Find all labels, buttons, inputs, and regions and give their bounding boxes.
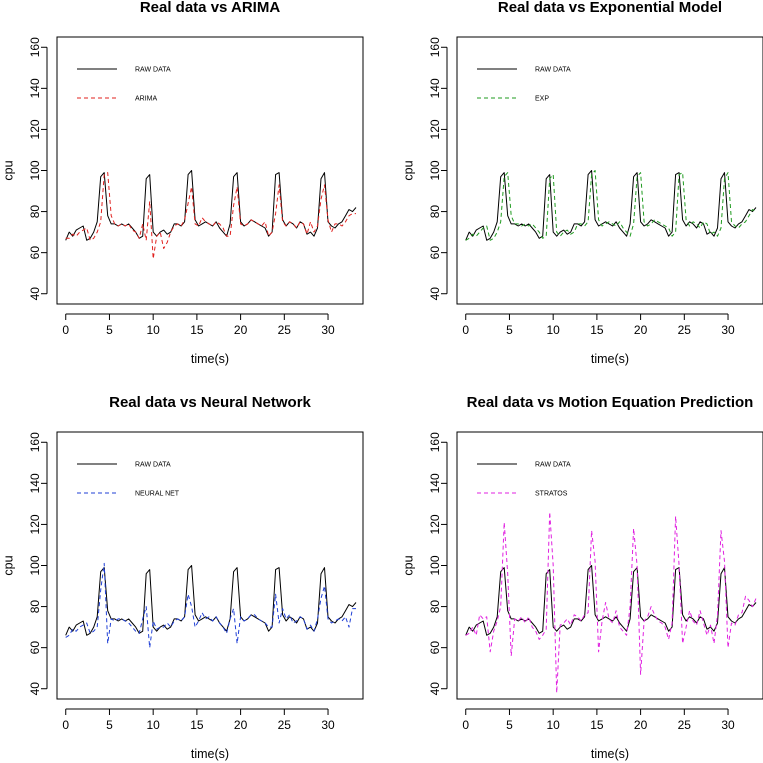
legend-label: EXP: [535, 96, 549, 103]
x-axis-label: time(s): [191, 747, 229, 761]
legend-label: RAW DATA: [535, 67, 571, 74]
x-tick-label: 20: [234, 323, 248, 337]
y-tick-label: 40: [28, 287, 42, 301]
series-line-raw-data: [65, 170, 357, 241]
y-axis-label: cpu: [401, 160, 415, 180]
x-tick-label: 5: [506, 718, 513, 732]
y-tick-label: 100: [28, 160, 42, 180]
x-tick-label: 15: [590, 323, 604, 337]
x-tick-label: 15: [190, 718, 204, 732]
legend-label: RAW DATA: [135, 67, 171, 74]
x-tick-label: 10: [546, 718, 560, 732]
y-tick-label: 140: [428, 473, 442, 493]
y-tick-label: 100: [428, 555, 442, 575]
x-tick-label: 20: [634, 323, 648, 337]
plot-frame: [456, 431, 763, 700]
x-tick-label: 0: [462, 718, 469, 732]
x-tick-label: 25: [278, 718, 292, 732]
y-tick-label: 40: [28, 682, 42, 696]
x-axis-label: time(s): [191, 352, 229, 366]
series-line-model: [65, 562, 356, 649]
y-tick-label: 60: [428, 246, 442, 260]
x-tick-label: 15: [190, 323, 204, 337]
series-line-raw-data: [465, 565, 757, 636]
chart-title: Real data vs ARIMA: [140, 0, 280, 16]
y-tick-label: 40: [428, 287, 442, 301]
y-tick-label: 160: [428, 432, 442, 452]
chart-title: Real data vs Neural Network: [109, 394, 311, 411]
y-tick-label: 80: [428, 205, 442, 219]
legend-label: NEURAL NET: [135, 491, 180, 498]
chart-panel-3: Real data vs Neural Network 0 5 10 15 20 25 30 t…: [1, 394, 364, 761]
series-line-model: [465, 170, 757, 241]
x-tick-label: 25: [278, 323, 292, 337]
chart-panel-2: Real data vs Exponential Model 0 5 10 15 20 25…: [401, 0, 763, 366]
plot-frame: [456, 36, 763, 305]
y-tick-label: 100: [428, 160, 442, 180]
series-line-raw-data: [465, 170, 757, 241]
y-tick-label: 100: [28, 555, 42, 575]
y-tick-label: 60: [428, 641, 442, 655]
y-tick-label: 140: [28, 473, 42, 493]
x-tick-label: 25: [678, 718, 692, 732]
x-tick-label: 5: [506, 323, 513, 337]
x-tick-label: 0: [62, 718, 69, 732]
x-tick-label: 0: [62, 323, 69, 337]
x-tick-label: 5: [106, 323, 113, 337]
chart-title: Real data vs Motion Equation Prediction: [467, 394, 754, 411]
y-tick-label: 120: [28, 514, 42, 534]
x-tick-label: 30: [721, 718, 735, 732]
series-line-model: [65, 172, 356, 260]
y-axis-label: cpu: [1, 160, 15, 180]
legend-label: ARIMA: [135, 96, 158, 103]
y-tick-label: 80: [28, 600, 42, 614]
x-tick-label: 20: [634, 718, 648, 732]
y-axis-label: cpu: [401, 555, 415, 575]
x-tick-label: 5: [106, 718, 113, 732]
chart-panel-4: Real data vs Motion Equation Prediction 0…: [401, 394, 763, 761]
y-tick-label: 60: [28, 641, 42, 655]
x-tick-label: 30: [321, 323, 335, 337]
legend-label: RAW DATA: [535, 462, 571, 469]
x-tick-label: 10: [146, 323, 160, 337]
x-axis-label: time(s): [591, 352, 629, 366]
series-line-raw-data: [65, 565, 357, 636]
x-tick-label: 15: [590, 718, 604, 732]
y-tick-label: 140: [428, 78, 442, 98]
x-tick-label: 0: [462, 323, 469, 337]
plot-frame: [56, 431, 364, 700]
x-tick-label: 30: [321, 718, 335, 732]
y-tick-label: 120: [28, 119, 42, 139]
y-tick-label: 160: [428, 37, 442, 57]
y-tick-label: 160: [28, 37, 42, 57]
y-tick-label: 60: [28, 246, 42, 260]
y-tick-label: 120: [428, 119, 442, 139]
y-tick-label: 120: [428, 514, 442, 534]
legend-label: RAW DATA: [135, 462, 171, 469]
x-tick-label: 25: [678, 323, 692, 337]
legend-label: STRATOS: [535, 491, 568, 498]
x-tick-label: 10: [146, 718, 160, 732]
x-axis-label: time(s): [591, 747, 629, 761]
y-axis-label: cpu: [1, 555, 15, 575]
y-tick-label: 80: [428, 600, 442, 614]
chart-title: Real data vs Exponential Model: [498, 0, 722, 16]
y-tick-label: 160: [28, 432, 42, 452]
y-tick-label: 40: [428, 682, 442, 696]
series-line-model: [465, 511, 757, 694]
x-tick-label: 10: [546, 323, 560, 337]
y-tick-label: 80: [28, 205, 42, 219]
y-tick-label: 140: [28, 78, 42, 98]
x-tick-label: 20: [234, 718, 248, 732]
chart-panel-1: Real data vs ARIMA 0 5 10 15 20 25 30 time(s) 40 6…: [1, 0, 364, 366]
plot-frame: [56, 36, 364, 305]
x-tick-label: 30: [721, 323, 735, 337]
